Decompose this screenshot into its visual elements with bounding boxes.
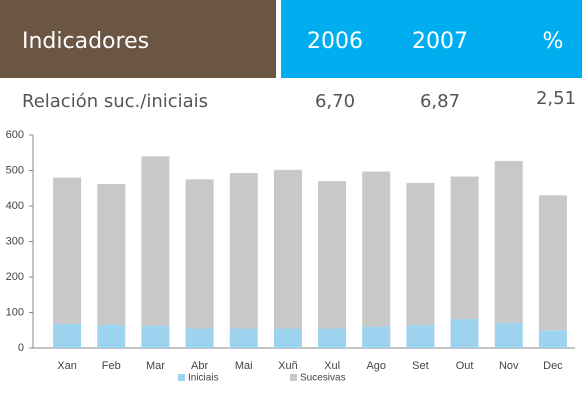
header-brown	[0, 0, 276, 78]
bar-segment	[450, 318, 479, 348]
bar-segment	[406, 182, 435, 325]
bar-segment	[273, 169, 302, 329]
x-tick-label: Xan	[57, 360, 77, 372]
bar-segment	[450, 176, 479, 319]
x-tick-label: Abr	[191, 360, 208, 372]
bar-segment	[141, 325, 170, 348]
bar-segment	[185, 179, 214, 329]
bar-segment	[362, 326, 391, 348]
bar-segment	[538, 195, 567, 331]
y-tick-label: 300	[6, 235, 24, 247]
x-tick-label: Ago	[366, 360, 386, 372]
legend-label: Sucesivas	[300, 373, 346, 384]
header-cell: %	[543, 29, 564, 54]
bar-segment	[406, 324, 435, 348]
x-tick-label: Mar	[146, 360, 165, 372]
x-tick-label: Mai	[235, 360, 253, 372]
row-cell: Relación suc./iniciais	[22, 91, 208, 112]
bar-segment	[229, 172, 258, 329]
legend-swatch	[178, 374, 185, 381]
y-tick-label: 0	[18, 342, 24, 354]
row-cell: 6,87	[420, 91, 460, 112]
bar-segment	[53, 323, 82, 348]
header-blue	[281, 0, 582, 78]
row-cell: 6,70	[315, 91, 355, 112]
legend-swatch	[290, 374, 297, 381]
x-tick-label: Xul	[324, 360, 340, 372]
x-tick-label: Dec	[543, 360, 563, 372]
y-tick-label: 200	[6, 271, 24, 283]
bar-segment	[97, 324, 126, 348]
x-tick-label: Feb	[102, 360, 121, 372]
header-cell: Indicadores	[22, 29, 149, 54]
x-tick-label: Set	[412, 360, 429, 372]
bar-segment	[141, 156, 170, 326]
y-tick-label: 600	[6, 129, 24, 141]
y-tick-label: 100	[6, 306, 24, 318]
x-tick-label: Out	[456, 360, 474, 372]
header-cell: 2006	[307, 29, 363, 54]
bar-segment	[538, 330, 567, 348]
bar-segment	[494, 160, 523, 324]
bar-segment	[97, 183, 126, 325]
bar-segment	[362, 171, 391, 327]
bar-segment	[273, 328, 302, 348]
y-tick-label: 500	[6, 164, 24, 176]
bar-segment	[229, 328, 258, 348]
bar-segment	[53, 177, 82, 324]
y-tick-label: 400	[6, 200, 24, 212]
x-tick-label: Xuñ	[278, 360, 298, 372]
bar-segment	[318, 328, 347, 348]
header-cell: 2007	[412, 29, 468, 54]
bar-segment	[494, 323, 523, 348]
bar-segment	[318, 181, 347, 329]
x-tick-label: Nov	[499, 360, 519, 372]
bar-segment	[185, 328, 214, 348]
legend-label: Iniciais	[188, 373, 219, 384]
row-cell: 2,51	[536, 88, 576, 109]
